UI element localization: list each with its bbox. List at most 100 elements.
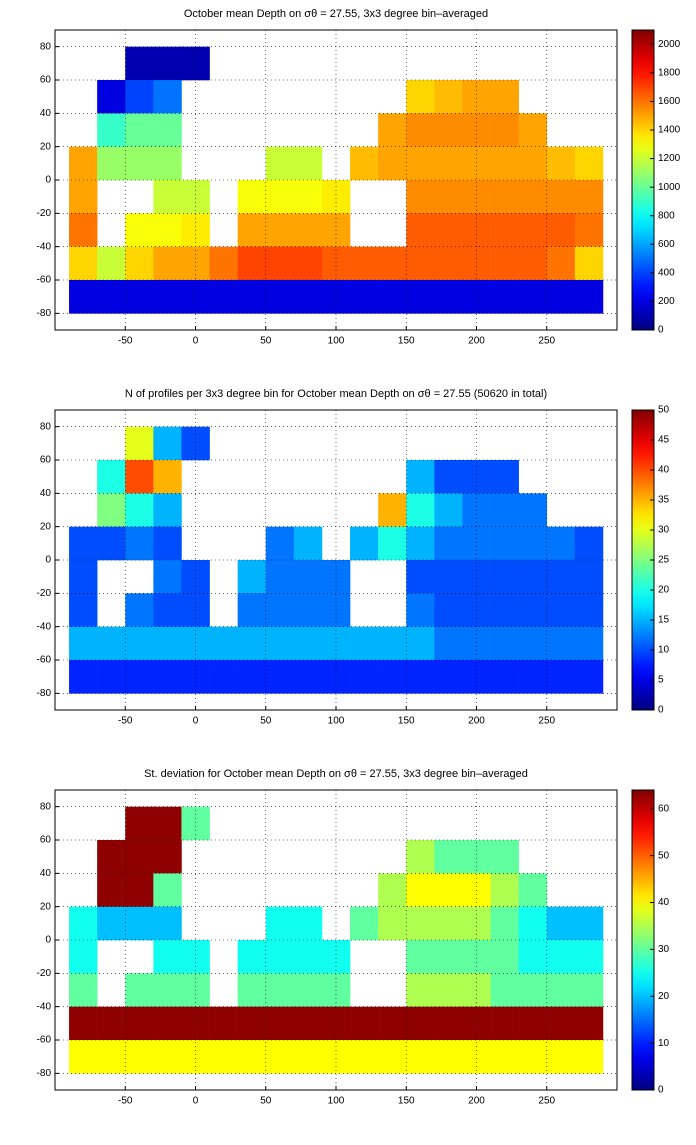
colorbar-tick-label: 45 [658, 435, 670, 446]
y-tick-label: -40 [37, 621, 52, 632]
cell [434, 113, 463, 147]
cell [153, 660, 182, 694]
cell [69, 526, 98, 561]
cell [209, 280, 238, 314]
y-tick-label: -40 [37, 1001, 52, 1012]
y-tick-label: -60 [37, 655, 52, 666]
cell [434, 213, 463, 247]
cell [125, 526, 154, 561]
chart-title: October mean Depth on σθ = 27.55, 3x3 de… [184, 8, 488, 20]
cell [546, 280, 576, 314]
cell [265, 660, 295, 694]
axes-frame [54, 789, 618, 1091]
heatmap [69, 806, 604, 1074]
cell [153, 1040, 182, 1074]
colorbar-tick-label: 10 [658, 1038, 670, 1049]
cell [321, 246, 351, 281]
cell [518, 526, 548, 561]
cell [237, 560, 267, 594]
cell [209, 660, 238, 694]
y-tick-label: 40 [40, 488, 52, 499]
cell [574, 246, 604, 281]
cell [490, 906, 519, 941]
cell [546, 526, 576, 561]
y-tick-label: -40 [37, 241, 52, 252]
cell [518, 1040, 548, 1074]
colorbar-tick-label: 15 [658, 615, 670, 626]
cell [293, 1006, 323, 1041]
colorbar-tick-label: 600 [658, 239, 675, 250]
cell [69, 1006, 98, 1041]
cell [574, 973, 604, 1007]
x-tick-label: 150 [398, 1096, 415, 1107]
cell [181, 180, 210, 214]
cell [350, 626, 379, 661]
cell [518, 626, 548, 661]
cell [209, 246, 238, 281]
cell [518, 113, 548, 147]
cell [546, 940, 576, 974]
cell [406, 840, 435, 874]
cell [518, 180, 548, 214]
cell [97, 1040, 126, 1074]
y-tick-label: 20 [40, 521, 52, 532]
colorbar-tick-label: 40 [658, 897, 670, 908]
cell [321, 180, 351, 214]
colorbar-tick-label: 5 [658, 675, 664, 686]
x-tick-label: 0 [193, 336, 199, 347]
cell [237, 1040, 267, 1074]
cell [434, 280, 463, 314]
cell [97, 246, 126, 281]
cell [490, 973, 519, 1007]
cell [209, 1040, 238, 1074]
cell [321, 280, 351, 314]
cell [97, 840, 126, 874]
y-tick-label: 40 [40, 108, 52, 119]
cell [153, 526, 182, 561]
colorbar-tick-label: 30 [658, 525, 670, 536]
cell [350, 146, 379, 181]
cell [546, 626, 576, 661]
y-tick-label: 60 [40, 835, 52, 846]
cell [265, 246, 295, 281]
cell [518, 593, 548, 627]
cell [406, 213, 435, 247]
cell [574, 213, 604, 247]
cell [153, 840, 182, 874]
x-tick-label: 200 [468, 716, 485, 727]
cell [434, 526, 463, 561]
cell [490, 840, 519, 874]
cell [69, 280, 98, 314]
cell [237, 593, 267, 627]
cell [153, 493, 182, 527]
cell [406, 146, 435, 181]
cell [490, 280, 519, 314]
cell [574, 1040, 604, 1074]
cell [153, 940, 182, 974]
cell [153, 246, 182, 281]
cell [546, 906, 576, 941]
x-tick-label: -50 [118, 1096, 133, 1107]
cell [265, 526, 295, 561]
y-tick-label: -20 [37, 208, 52, 219]
cell [125, 973, 154, 1007]
cell [434, 660, 463, 694]
cell [462, 246, 491, 281]
cell [153, 280, 182, 314]
cell [265, 280, 295, 314]
cell [321, 626, 351, 661]
cell [125, 280, 154, 314]
cell [125, 593, 154, 627]
cell [153, 806, 182, 841]
x-tick-label: 0 [193, 716, 199, 727]
y-tick-label: 80 [40, 421, 52, 432]
cell [490, 246, 519, 281]
cell [546, 146, 576, 181]
cell [574, 1006, 604, 1041]
cell [490, 526, 519, 561]
cell [321, 660, 351, 694]
cell [378, 906, 407, 941]
cell [125, 146, 154, 181]
cell [462, 560, 491, 594]
cell [518, 280, 548, 314]
